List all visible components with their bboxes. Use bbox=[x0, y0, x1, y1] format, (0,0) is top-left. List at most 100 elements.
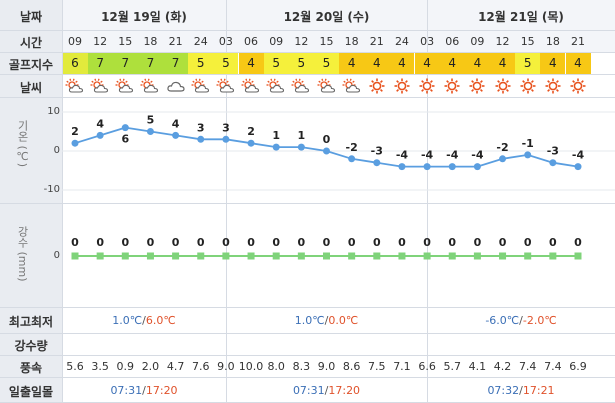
date-label: 날짜 bbox=[19, 10, 43, 24]
time-cell: 18 bbox=[344, 35, 359, 48]
temp-data-label: 0 bbox=[323, 133, 331, 146]
wind-cell: 4.7 bbox=[166, 360, 185, 373]
sunset-day-3: 17:21 bbox=[522, 384, 555, 397]
time-cell: 03 bbox=[420, 35, 435, 48]
temp-point bbox=[524, 151, 532, 159]
time-cell: 09 bbox=[68, 35, 82, 48]
temp-point bbox=[473, 163, 481, 171]
time-cell: 09 bbox=[470, 35, 485, 48]
rain-data-label: 0 bbox=[222, 236, 230, 249]
rain-data-label: 0 bbox=[96, 236, 104, 249]
golf-index-cell: 7 bbox=[87, 53, 113, 74]
sunrise-day-1: 07:31 bbox=[110, 384, 143, 397]
wind-cell: 4.1 bbox=[468, 360, 487, 373]
sunny-icon bbox=[392, 78, 412, 94]
sunny-icon bbox=[417, 78, 437, 94]
temp-point bbox=[247, 139, 255, 147]
wind-cell: 5.7 bbox=[443, 360, 462, 373]
time-cell: 06 bbox=[244, 35, 259, 48]
sunny-icon bbox=[518, 78, 538, 94]
golf-index-cell: 4 bbox=[238, 53, 264, 74]
day-header-1: 12월 19일 (화) bbox=[101, 10, 187, 24]
cloudy-icon bbox=[166, 78, 186, 94]
rain-point bbox=[71, 252, 79, 260]
partly-cloudy-icon bbox=[241, 78, 261, 94]
wind-cell: 7.4 bbox=[518, 360, 537, 373]
temp-data-label: -4 bbox=[572, 149, 585, 162]
sun-day-2: 07:31/17:20 bbox=[292, 384, 361, 397]
temp-data-label: -2 bbox=[346, 141, 358, 154]
temp-point bbox=[222, 135, 230, 143]
wind-cell: 7.1 bbox=[393, 360, 411, 373]
sunny-icon bbox=[568, 78, 588, 94]
golf-index-cell: 5 bbox=[263, 53, 289, 74]
sunrise-sunset-label: 일출일몰 bbox=[8, 385, 54, 399]
partly-cloudy-icon bbox=[342, 78, 362, 94]
rain-data-label: 0 bbox=[474, 236, 482, 249]
temp-data-label: 4 bbox=[96, 117, 104, 130]
temp-point bbox=[121, 124, 129, 132]
temp-axis-label: 기온 (℃) bbox=[16, 120, 29, 168]
temp-ytick-neg10: -10 bbox=[43, 184, 60, 195]
max-temp-day-1: 6.0℃ bbox=[145, 314, 176, 327]
rain-data-label: 0 bbox=[549, 236, 557, 249]
day-header-2: 12월 20일 (수) bbox=[283, 10, 370, 24]
temp-point bbox=[348, 155, 356, 163]
golf-index-label: 골프지수 bbox=[8, 58, 54, 72]
rain-point bbox=[473, 252, 481, 260]
temp-data-label: -3 bbox=[371, 145, 383, 158]
rain-data-label: 0 bbox=[121, 236, 129, 249]
golf-index-cell: 4 bbox=[339, 53, 365, 74]
rain-point bbox=[524, 252, 532, 260]
wind-cell: 7.6 bbox=[192, 360, 210, 373]
rain-point bbox=[172, 252, 180, 260]
sunset-day-1: 17:20 bbox=[145, 384, 178, 397]
minmax-day-2: 1.0℃/0.0℃ bbox=[294, 314, 359, 327]
rain-data-label: 0 bbox=[323, 236, 331, 249]
wind-cell: 6.6 bbox=[418, 360, 436, 373]
time-cell: 18 bbox=[545, 35, 560, 48]
partly-cloudy-icon bbox=[140, 78, 160, 94]
temp-point bbox=[96, 131, 104, 139]
wind-cell: 0.9 bbox=[116, 360, 135, 373]
temp-point bbox=[398, 163, 406, 171]
time-cell: 24 bbox=[193, 35, 208, 48]
rain-ytick-0: 0 bbox=[53, 250, 60, 261]
temp-data-label: 1 bbox=[272, 129, 280, 142]
rain-point bbox=[96, 252, 104, 260]
temp-point bbox=[549, 159, 557, 167]
temp-point bbox=[574, 163, 582, 171]
rain-point bbox=[549, 252, 557, 260]
temp-data-label: -3 bbox=[547, 145, 559, 158]
rain-point bbox=[448, 252, 456, 260]
rain-point bbox=[146, 252, 154, 260]
rain-data-label: 0 bbox=[398, 236, 406, 249]
minmax-day-1: 1.0℃/6.0℃ bbox=[112, 314, 176, 327]
temp-data-label: 3 bbox=[197, 121, 205, 134]
temp-data-label: -4 bbox=[446, 149, 459, 162]
time-cell: 15 bbox=[319, 35, 334, 48]
golf-index-cell: 5 bbox=[515, 53, 541, 74]
golf-index-cell: 4 bbox=[364, 53, 390, 74]
temp-data-label: 1 bbox=[298, 129, 306, 142]
rain-data-label: 0 bbox=[423, 236, 431, 249]
time-cell: 15 bbox=[118, 35, 133, 48]
time-cell: 18 bbox=[143, 35, 158, 48]
time-label: 시간 bbox=[19, 36, 43, 50]
golf-index-cell: 4 bbox=[389, 53, 415, 74]
time-cell: 24 bbox=[394, 35, 409, 48]
minmax-label: 최고최저 bbox=[8, 315, 54, 329]
time-cell: 03 bbox=[218, 35, 233, 48]
temp-point bbox=[373, 159, 381, 167]
golf-index-cell: 5 bbox=[188, 53, 214, 74]
time-cell: 06 bbox=[445, 35, 460, 48]
rain-data-label: 0 bbox=[147, 236, 155, 249]
max-temp-day-2: 0.0℃ bbox=[328, 314, 359, 327]
golf-index-cell: 4 bbox=[565, 53, 591, 74]
precip-amount-label: 강수량 bbox=[14, 339, 48, 353]
wind-cell: 6.9 bbox=[569, 360, 587, 373]
minmax-day-3: -6.0℃/-2.0℃ bbox=[485, 314, 557, 327]
temp-point bbox=[448, 163, 456, 171]
